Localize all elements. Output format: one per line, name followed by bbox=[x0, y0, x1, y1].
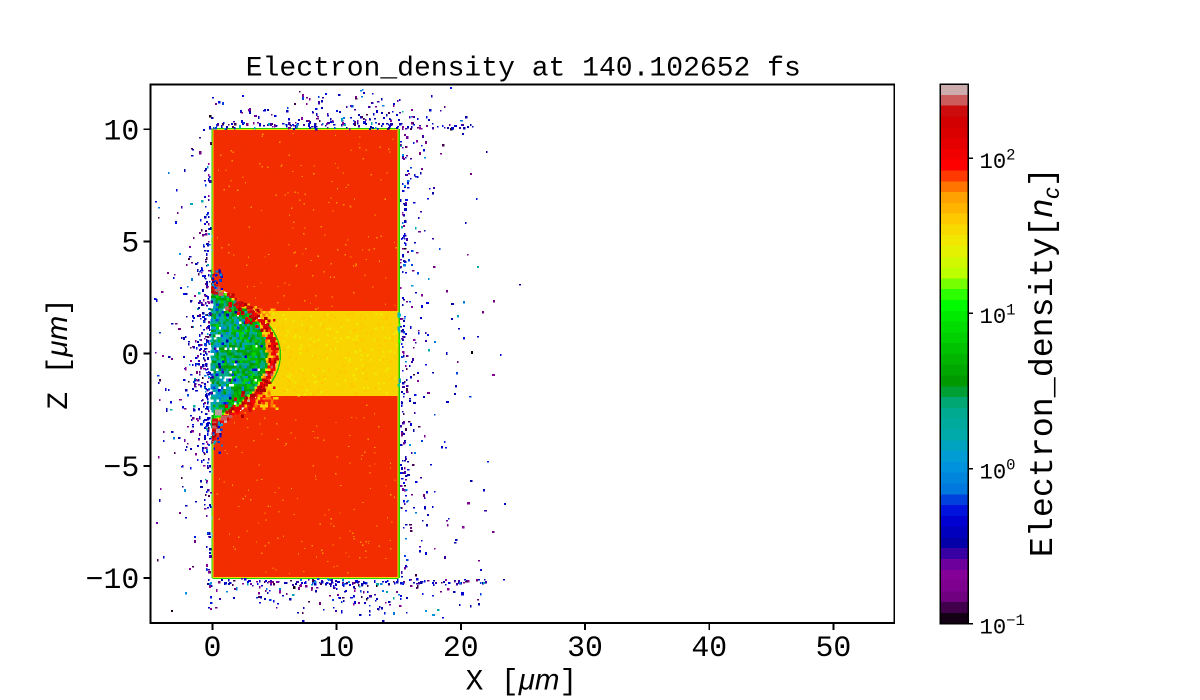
svg-text:Electron_density at 140.102652: Electron_density at 140.102652 fs bbox=[246, 53, 801, 84]
svg-text:20: 20 bbox=[443, 631, 479, 665]
svg-text:0: 0 bbox=[121, 339, 139, 373]
svg-text:0: 0 bbox=[203, 631, 221, 665]
svg-text:Electron_density[nc]: Electron_density[nc] bbox=[1023, 167, 1064, 557]
svg-text:−5: −5 bbox=[104, 451, 140, 485]
svg-text:10: 10 bbox=[104, 114, 140, 148]
svg-text:5: 5 bbox=[121, 227, 139, 261]
svg-text:10: 10 bbox=[319, 631, 355, 665]
svg-text:−10: −10 bbox=[86, 563, 140, 597]
svg-text:30: 30 bbox=[567, 631, 603, 665]
svg-text:101: 101 bbox=[980, 302, 1016, 331]
svg-text:40: 40 bbox=[691, 631, 727, 665]
svg-text:Z [μm]: Z [μm] bbox=[41, 298, 76, 410]
svg-text:X [μm]: X [μm] bbox=[466, 663, 578, 698]
svg-text:50: 50 bbox=[816, 631, 852, 665]
